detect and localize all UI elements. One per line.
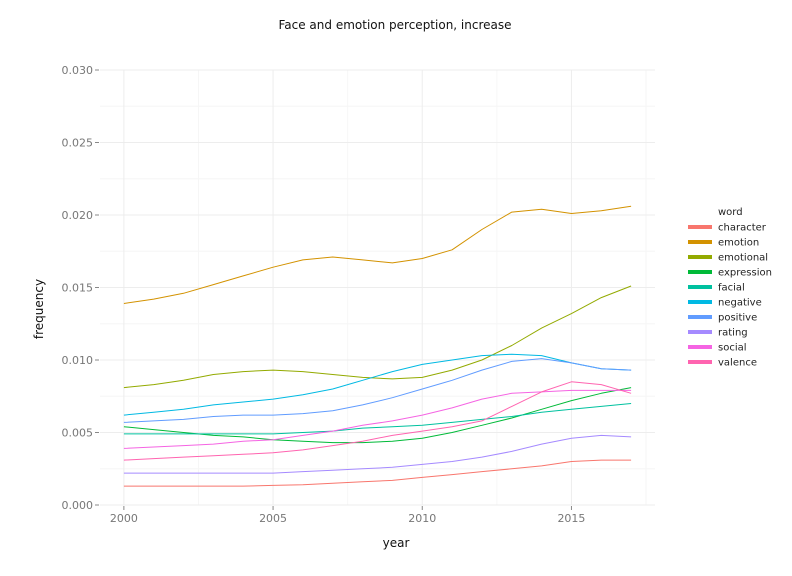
legend-swatch-positive <box>688 315 712 319</box>
series-line-valence <box>123 381 632 461</box>
plot-area: 0.000 0.005 0.010 0.015 0.020 0.025 0.030 2000… <box>62 64 655 525</box>
legend-label-positive: positive <box>718 313 757 324</box>
legend-label-expression: expression <box>718 268 772 279</box>
series-lines <box>123 205 632 487</box>
legend-label-character: character <box>718 223 767 234</box>
legend-swatch-social <box>688 345 712 349</box>
series-line-negative <box>123 353 632 416</box>
y-tick-label: 0.005 <box>62 427 94 440</box>
x-tick-label: 2005 <box>259 512 287 525</box>
x-axis: 2000 2005 2010 2015 <box>110 506 585 525</box>
legend-swatch-emotion <box>688 240 712 244</box>
legend-swatch-expression <box>688 270 712 274</box>
series-line-social <box>123 389 632 449</box>
x-tick-label: 2015 <box>557 512 585 525</box>
y-tick-label: 0.000 <box>62 499 94 512</box>
series-line-facial <box>123 403 632 435</box>
series-line-expression <box>123 387 632 444</box>
legend-label-rating: rating <box>718 328 748 339</box>
y-tick-label: 0.015 <box>62 282 94 295</box>
y-axis: 0.000 0.005 0.010 0.015 0.020 0.025 0.030 <box>62 64 99 512</box>
series-line-rating <box>123 434 632 474</box>
legend-swatch-character <box>688 225 712 229</box>
series-line-emotional <box>123 285 632 389</box>
chart-title: Face and emotion perception, increase <box>278 18 511 32</box>
y-axis-title: frequency <box>32 279 46 339</box>
legend-label-negative: negative <box>718 298 762 309</box>
y-tick-label: 0.020 <box>62 209 94 222</box>
legend-swatch-facial <box>688 285 712 289</box>
legend: word character emotion emotional expression… <box>688 207 772 369</box>
grid <box>100 69 655 506</box>
series-line-positive <box>123 358 632 423</box>
legend-label-valence: valence <box>718 358 757 369</box>
legend-swatch-valence <box>688 360 712 364</box>
legend-swatch-emotional <box>688 255 712 259</box>
legend-label-facial: facial <box>718 283 745 294</box>
legend-swatch-negative <box>688 300 712 304</box>
y-tick-label: 0.025 <box>62 137 94 150</box>
x-tick-label: 2010 <box>408 512 436 525</box>
y-tick-label: 0.010 <box>62 354 94 367</box>
legend-label-emotional: emotional <box>718 253 768 264</box>
legend-label-emotion: emotion <box>718 238 759 249</box>
series-line-emotion <box>123 205 632 304</box>
legend-swatch-rating <box>688 330 712 334</box>
series-line-character <box>123 459 632 487</box>
y-tick-label: 0.030 <box>62 64 94 77</box>
x-axis-title: year <box>383 536 410 550</box>
legend-title: word <box>718 207 743 218</box>
x-tick-label: 2000 <box>110 512 138 525</box>
legend-label-social: social <box>718 343 747 354</box>
